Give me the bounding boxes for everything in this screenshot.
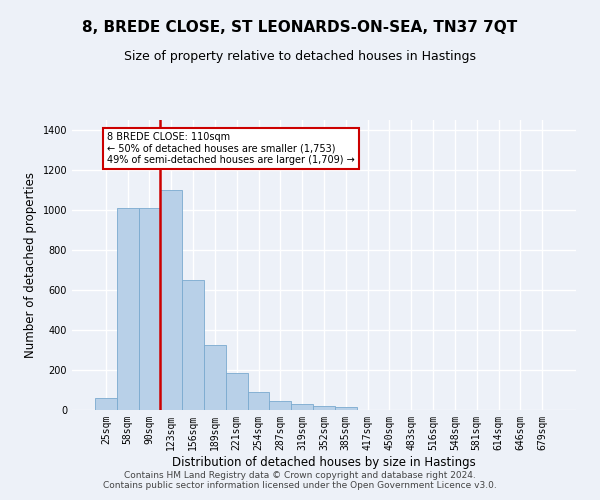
Bar bbox=[313, 406, 335, 410]
Bar bbox=[226, 373, 248, 410]
Bar bbox=[248, 392, 269, 410]
Bar bbox=[160, 190, 182, 410]
Bar bbox=[335, 407, 357, 410]
Bar bbox=[139, 208, 160, 410]
Text: 8, BREDE CLOSE, ST LEONARDS-ON-SEA, TN37 7QT: 8, BREDE CLOSE, ST LEONARDS-ON-SEA, TN37… bbox=[82, 20, 518, 35]
X-axis label: Distribution of detached houses by size in Hastings: Distribution of detached houses by size … bbox=[172, 456, 476, 468]
Bar bbox=[182, 280, 204, 410]
Bar bbox=[269, 401, 291, 410]
Text: Contains HM Land Registry data © Crown copyright and database right 2024.
Contai: Contains HM Land Registry data © Crown c… bbox=[103, 470, 497, 490]
Bar bbox=[117, 208, 139, 410]
Text: 8 BREDE CLOSE: 110sqm
← 50% of detached houses are smaller (1,753)
49% of semi-d: 8 BREDE CLOSE: 110sqm ← 50% of detached … bbox=[107, 132, 355, 165]
Text: Size of property relative to detached houses in Hastings: Size of property relative to detached ho… bbox=[124, 50, 476, 63]
Bar bbox=[291, 404, 313, 410]
Bar bbox=[95, 398, 117, 410]
Bar bbox=[204, 345, 226, 410]
Y-axis label: Number of detached properties: Number of detached properties bbox=[24, 172, 37, 358]
